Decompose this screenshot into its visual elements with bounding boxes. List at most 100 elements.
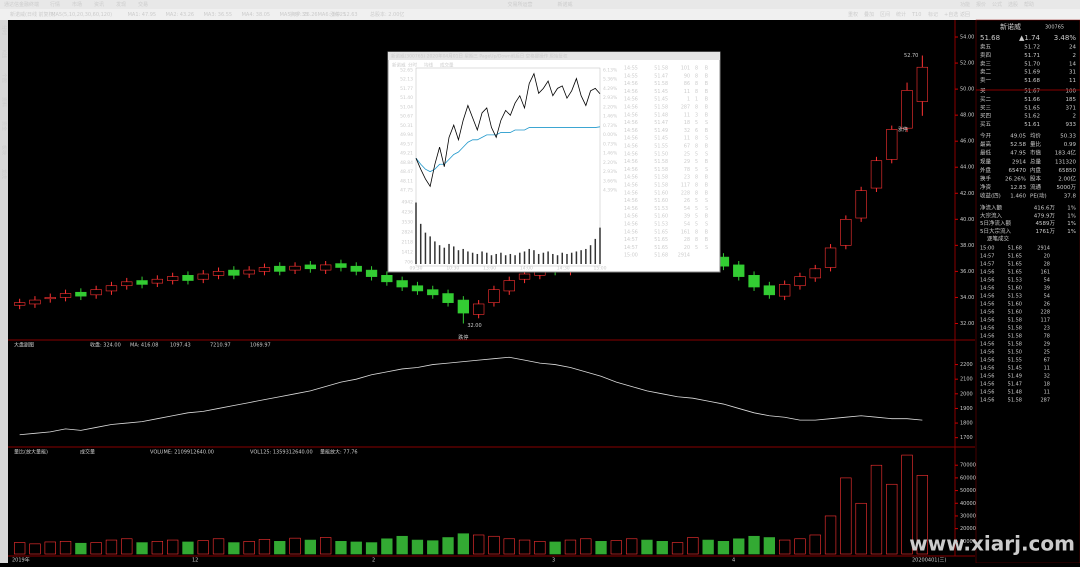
left-tab[interactable]: 板块 (1, 145, 8, 155)
flow-value: 1761万 (1036, 228, 1056, 235)
toolbar-button[interactable]: 重权 (848, 11, 858, 18)
y-tick-label: 1800 (960, 421, 973, 427)
popup-tab[interactable]: 均线 (424, 62, 433, 69)
popup-vol-label: 706 (404, 260, 413, 266)
popup-tick-cell: 8 (695, 89, 698, 95)
menu-item[interactable]: 交易 (138, 1, 148, 8)
stat-cell: 65470 (1009, 168, 1027, 174)
popup-tick-cell: 14:56 (624, 206, 638, 212)
toolbar-button[interactable]: 返回 (960, 11, 970, 18)
tick-price: 51.58 (1008, 342, 1022, 348)
book-volume: 11 (1069, 78, 1076, 84)
tick-price: 51.58 (1008, 334, 1022, 340)
candle-body (228, 269, 240, 276)
stat-cell: 最低 (980, 149, 992, 157)
popup-tick-cell: 90 (684, 73, 690, 79)
volume-bar (319, 537, 332, 555)
left-tab[interactable]: 个股 (1, 73, 7, 83)
toolbar-button[interactable]: 统计 (896, 11, 906, 18)
price-change: ▲1.74 (1019, 34, 1041, 42)
popup-tick-cell: 8 (695, 190, 698, 196)
popup-window (387, 51, 721, 273)
left-tab[interactable]: 分时 (1, 25, 8, 35)
popup-vol-label: 3530 (402, 220, 414, 226)
candle-body (59, 293, 72, 298)
tick-volume: 2914 (1037, 246, 1050, 252)
candle-body (304, 264, 317, 270)
left-tab[interactable]: K线 (1, 50, 8, 58)
menu-item[interactable]: 发现 (116, 1, 126, 8)
y-tick-label: 46.00 (960, 139, 974, 145)
popup-tick-cell: 14:56 (624, 120, 638, 126)
tick-price: 51.60 (1008, 302, 1022, 308)
popup-tick-cell: 14:57 (624, 237, 638, 243)
volume-bar (564, 539, 577, 555)
y-tick-label: 40000 (960, 501, 976, 507)
annotation: 涨停 (898, 126, 908, 133)
popup-pct-label: 2.20% (603, 104, 618, 110)
menu-item[interactable]: 报价 (976, 1, 986, 8)
left-tab[interactable]: 资料 (1, 97, 8, 107)
candle-body (365, 269, 378, 277)
stat-cell: 最高 (980, 140, 992, 148)
tick-volume: 29 (1044, 342, 1050, 348)
popup-tick-cell: B (705, 97, 708, 103)
menu-item[interactable]: 功能 (960, 1, 970, 8)
candle-body (442, 293, 454, 303)
stat-cell: 总量 (1030, 157, 1042, 165)
menu-item[interactable]: 通达信金融终端 (4, 1, 39, 8)
popup-vol-label: 4236 (402, 210, 414, 216)
popup-tick-cell: 5 (695, 151, 698, 157)
popup-time-label: 15:00 (594, 266, 607, 272)
tick-time: 14:56 (980, 358, 994, 364)
menu-item[interactable]: 公式 (992, 1, 1002, 8)
popup-tab[interactable]: 新诺威 (392, 62, 406, 69)
popup-tick-cell: 14:56 (624, 214, 638, 220)
toolbar-button[interactable]: 叠加 (864, 11, 874, 18)
flow-pct: 1% (1067, 213, 1076, 219)
menu-item[interactable]: 市场 (72, 1, 82, 8)
tick-price: 51.58 (1008, 326, 1022, 332)
popup-price-label: 49.94 (400, 132, 413, 138)
volume-bar (166, 539, 179, 555)
popup-tick-cell: 8 (695, 66, 698, 72)
tick-time: 14:56 (980, 334, 994, 340)
toolbar-button[interactable]: 区间 (880, 11, 890, 18)
volume-bar (580, 538, 592, 555)
menu-item[interactable]: 帮助 (1024, 1, 1034, 8)
annotation: 32.00 (467, 323, 481, 329)
popup-pct-label: 0.73% (603, 141, 618, 147)
book-level: 卖一 (980, 77, 992, 84)
flow-pct: 1% (1067, 206, 1076, 212)
popup-tab[interactable]: 成交量 (440, 62, 454, 69)
toolbar-button[interactable]: +自选 (944, 11, 958, 18)
toolbar-button[interactable]: 标记 (928, 11, 938, 18)
y-tick-label: 44.00 (960, 165, 974, 171)
stat-cell: 净资 (980, 183, 992, 191)
stat-cell: 收益(四) (980, 192, 1001, 200)
menu-item[interactable]: 资讯 (94, 1, 104, 8)
popup-tick-cell: 2914 (678, 253, 690, 259)
popup-tick-cell: 14:56 (624, 89, 638, 95)
menu-item[interactable]: 行情 (50, 1, 60, 8)
popup-tick-cell: 14:56 (624, 144, 638, 150)
left-tab[interactable]: 资金 (1, 121, 8, 131)
left-tab[interactable]: 龙虎 (1, 169, 8, 179)
popup-tick-cell: 14:56 (624, 222, 638, 228)
toolbar-button[interactable]: T10 (911, 12, 921, 18)
book-volume: 100 (1066, 89, 1077, 95)
popup-tick-cell: B (705, 190, 708, 196)
volume-bar (687, 537, 699, 555)
menu-item[interactable]: 选股 (1008, 1, 1018, 8)
popup-tick-cell: 8 (695, 175, 698, 181)
stat-cell: 1.460 (1010, 194, 1026, 200)
popup-tick-cell: 51.47 (654, 120, 668, 126)
stat-cell: 183.4亿 (1055, 149, 1077, 157)
toolbar-info: 涨停: 12.63 (330, 11, 358, 18)
popup-tick-cell: 51.58 (654, 175, 668, 181)
popup-tick-cell: 18 (684, 120, 690, 126)
popup-tab[interactable]: 分时 (408, 62, 417, 69)
legend-text: 量能放大: 77.76 (320, 449, 358, 456)
popup-price-label: 47.75 (400, 188, 413, 194)
book-volume: 933 (1066, 122, 1077, 128)
